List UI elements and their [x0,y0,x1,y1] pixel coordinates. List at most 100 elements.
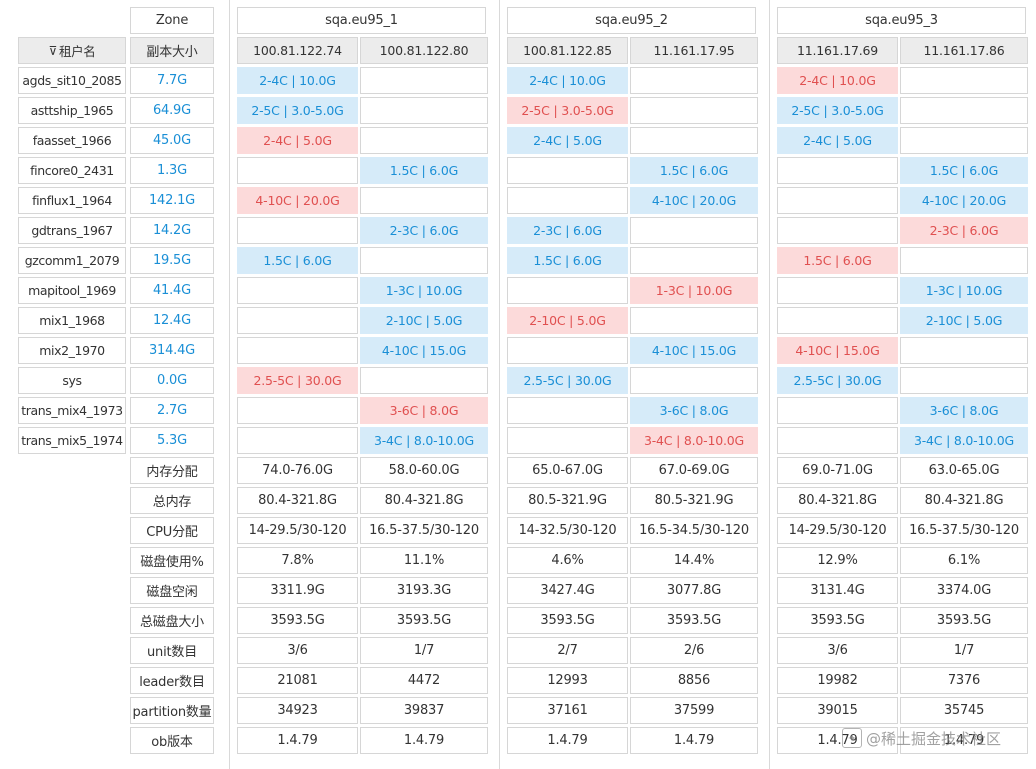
stat-value: 6.1% [900,547,1028,574]
unit-allocation-cell[interactable]: 3-6C | 8.0G [900,397,1028,424]
stat-value: 14-29.5/30-120 [237,517,358,544]
stat-value: 80.4-321.8G [777,487,898,514]
filter-icon[interactable]: ⊽ [48,43,58,58]
empty-allocation-cell [900,97,1028,124]
unit-allocation-cell[interactable]: 4-10C | 20.0G [900,187,1028,214]
stat-value: 16.5-37.5/30-120 [900,517,1028,544]
tenant-name-header-label: 租户名 [59,44,96,59]
replica-size: 314.4G [130,337,214,364]
empty-allocation-cell [360,367,488,394]
unit-allocation-cell[interactable]: 1.5C | 6.0G [630,157,758,184]
tenant-name[interactable]: trans_mix5_1974 [18,427,126,454]
unit-allocation-cell[interactable]: 2-4C | 10.0G [777,67,898,94]
zone-header: sqa.eu95_1 [237,7,486,34]
unit-allocation-cell[interactable]: 2-4C | 5.0G [777,127,898,154]
stat-value: 8856 [630,667,758,694]
tenant-name[interactable]: faasset_1966 [18,127,126,154]
unit-allocation-cell[interactable]: 2.5-5C | 30.0G [507,367,628,394]
tenant-name[interactable]: mix2_1970 [18,337,126,364]
unit-allocation-cell[interactable]: 2-4C | 5.0G [237,127,358,154]
unit-allocation-cell[interactable]: 2-5C | 3.0-5.0G [237,97,358,124]
unit-allocation-cell[interactable]: 2-10C | 5.0G [360,307,488,334]
unit-allocation-cell[interactable]: 3-4C | 8.0-10.0G [630,427,758,454]
unit-allocation-cell[interactable]: 2.5-5C | 30.0G [237,367,358,394]
stat-value: 14.4% [630,547,758,574]
stat-value: 1.4.79 [360,727,488,754]
tenant-name[interactable]: trans_mix4_1973 [18,397,126,424]
stat-value: 3311.9G [237,577,358,604]
stat-value: 12993 [507,667,628,694]
zone-label: Zone [130,7,214,34]
unit-allocation-cell[interactable]: 2-4C | 10.0G [507,67,628,94]
unit-allocation-cell[interactable]: 3-6C | 8.0G [630,397,758,424]
unit-allocation-cell[interactable]: 4-10C | 15.0G [777,337,898,364]
empty-allocation-cell [900,247,1028,274]
unit-allocation-cell[interactable]: 1.5C | 6.0G [360,157,488,184]
unit-allocation-cell[interactable]: 3-6C | 8.0G [360,397,488,424]
unit-allocation-cell[interactable]: 2-10C | 5.0G [507,307,628,334]
empty-allocation-cell [777,157,898,184]
stat-value: 74.0-76.0G [237,457,358,484]
unit-allocation-cell[interactable]: 2-4C | 10.0G [237,67,358,94]
empty-allocation-cell [360,247,488,274]
tenant-name[interactable]: sys [18,367,126,394]
replica-size: 45.0G [130,127,214,154]
unit-allocation-cell[interactable]: 2-4C | 5.0G [507,127,628,154]
replica-size: 14.2G [130,217,214,244]
empty-allocation-cell [900,337,1028,364]
empty-allocation-cell [630,217,758,244]
unit-allocation-cell[interactable]: 1.5C | 6.0G [900,157,1028,184]
unit-allocation-cell[interactable]: 1.5C | 6.0G [777,247,898,274]
unit-allocation-cell[interactable]: 3-4C | 8.0-10.0G [900,427,1028,454]
stat-value: 3131.4G [777,577,898,604]
tenant-name[interactable]: mapitool_1969 [18,277,126,304]
replica-size: 12.4G [130,307,214,334]
unit-allocation-cell[interactable]: 1-3C | 10.0G [630,277,758,304]
empty-allocation-cell [630,67,758,94]
stat-value: 3/6 [777,637,898,664]
stat-value: 7.8% [237,547,358,574]
tenant-name[interactable]: asttship_1965 [18,97,126,124]
stat-value: 3/6 [237,637,358,664]
stat-value: 80.5-321.9G [630,487,758,514]
stat-value: 1.4.79 [630,727,758,754]
empty-allocation-cell [777,277,898,304]
unit-allocation-cell[interactable]: 2-5C | 3.0-5.0G [777,97,898,124]
unit-allocation-cell[interactable]: 1-3C | 10.0G [900,277,1028,304]
stat-value: 3593.5G [507,607,628,634]
unit-allocation-cell[interactable]: 2-3C | 6.0G [507,217,628,244]
unit-allocation-cell[interactable]: 2-10C | 5.0G [900,307,1028,334]
unit-allocation-cell[interactable]: 4-10C | 15.0G [630,337,758,364]
stat-value: 14-32.5/30-120 [507,517,628,544]
tenant-name[interactable]: fincore0_2431 [18,157,126,184]
replica-size: 2.7G [130,397,214,424]
empty-allocation-cell [507,337,628,364]
tenant-name[interactable]: agds_sit10_2085 [18,67,126,94]
unit-allocation-cell[interactable]: 1.5C | 6.0G [507,247,628,274]
unit-allocation-cell[interactable]: 4-10C | 20.0G [630,187,758,214]
replica-size-header: 副本大小 [130,37,214,64]
tenant-name[interactable]: mix1_1968 [18,307,126,334]
tenant-name[interactable]: gdtrans_1967 [18,217,126,244]
empty-allocation-cell [507,397,628,424]
empty-allocation-cell [507,157,628,184]
unit-allocation-cell[interactable]: 1.5C | 6.0G [237,247,358,274]
empty-allocation-cell [237,427,358,454]
unit-allocation-cell[interactable]: 1-3C | 10.0G [360,277,488,304]
unit-allocation-cell[interactable]: 2-5C | 3.0-5.0G [507,97,628,124]
tenant-name[interactable]: finflux1_1964 [18,187,126,214]
tenant-name[interactable]: gzcomm1_2079 [18,247,126,274]
stat-value: 80.5-321.9G [507,487,628,514]
stat-value: 37161 [507,697,628,724]
unit-allocation-cell[interactable]: 2.5-5C | 30.0G [777,367,898,394]
unit-allocation-cell[interactable]: 3-4C | 8.0-10.0G [360,427,488,454]
empty-allocation-cell [777,427,898,454]
unit-allocation-cell[interactable]: 4-10C | 20.0G [237,187,358,214]
server-ip-header: 100.81.122.74 [237,37,358,64]
unit-allocation-cell[interactable]: 2-3C | 6.0G [900,217,1028,244]
tenant-name-header[interactable]: ⊽ 租户名 [18,37,126,64]
stat-value: 11.1% [360,547,488,574]
stat-label: leader数目 [130,667,214,694]
unit-allocation-cell[interactable]: 4-10C | 15.0G [360,337,488,364]
unit-allocation-cell[interactable]: 2-3C | 6.0G [360,217,488,244]
